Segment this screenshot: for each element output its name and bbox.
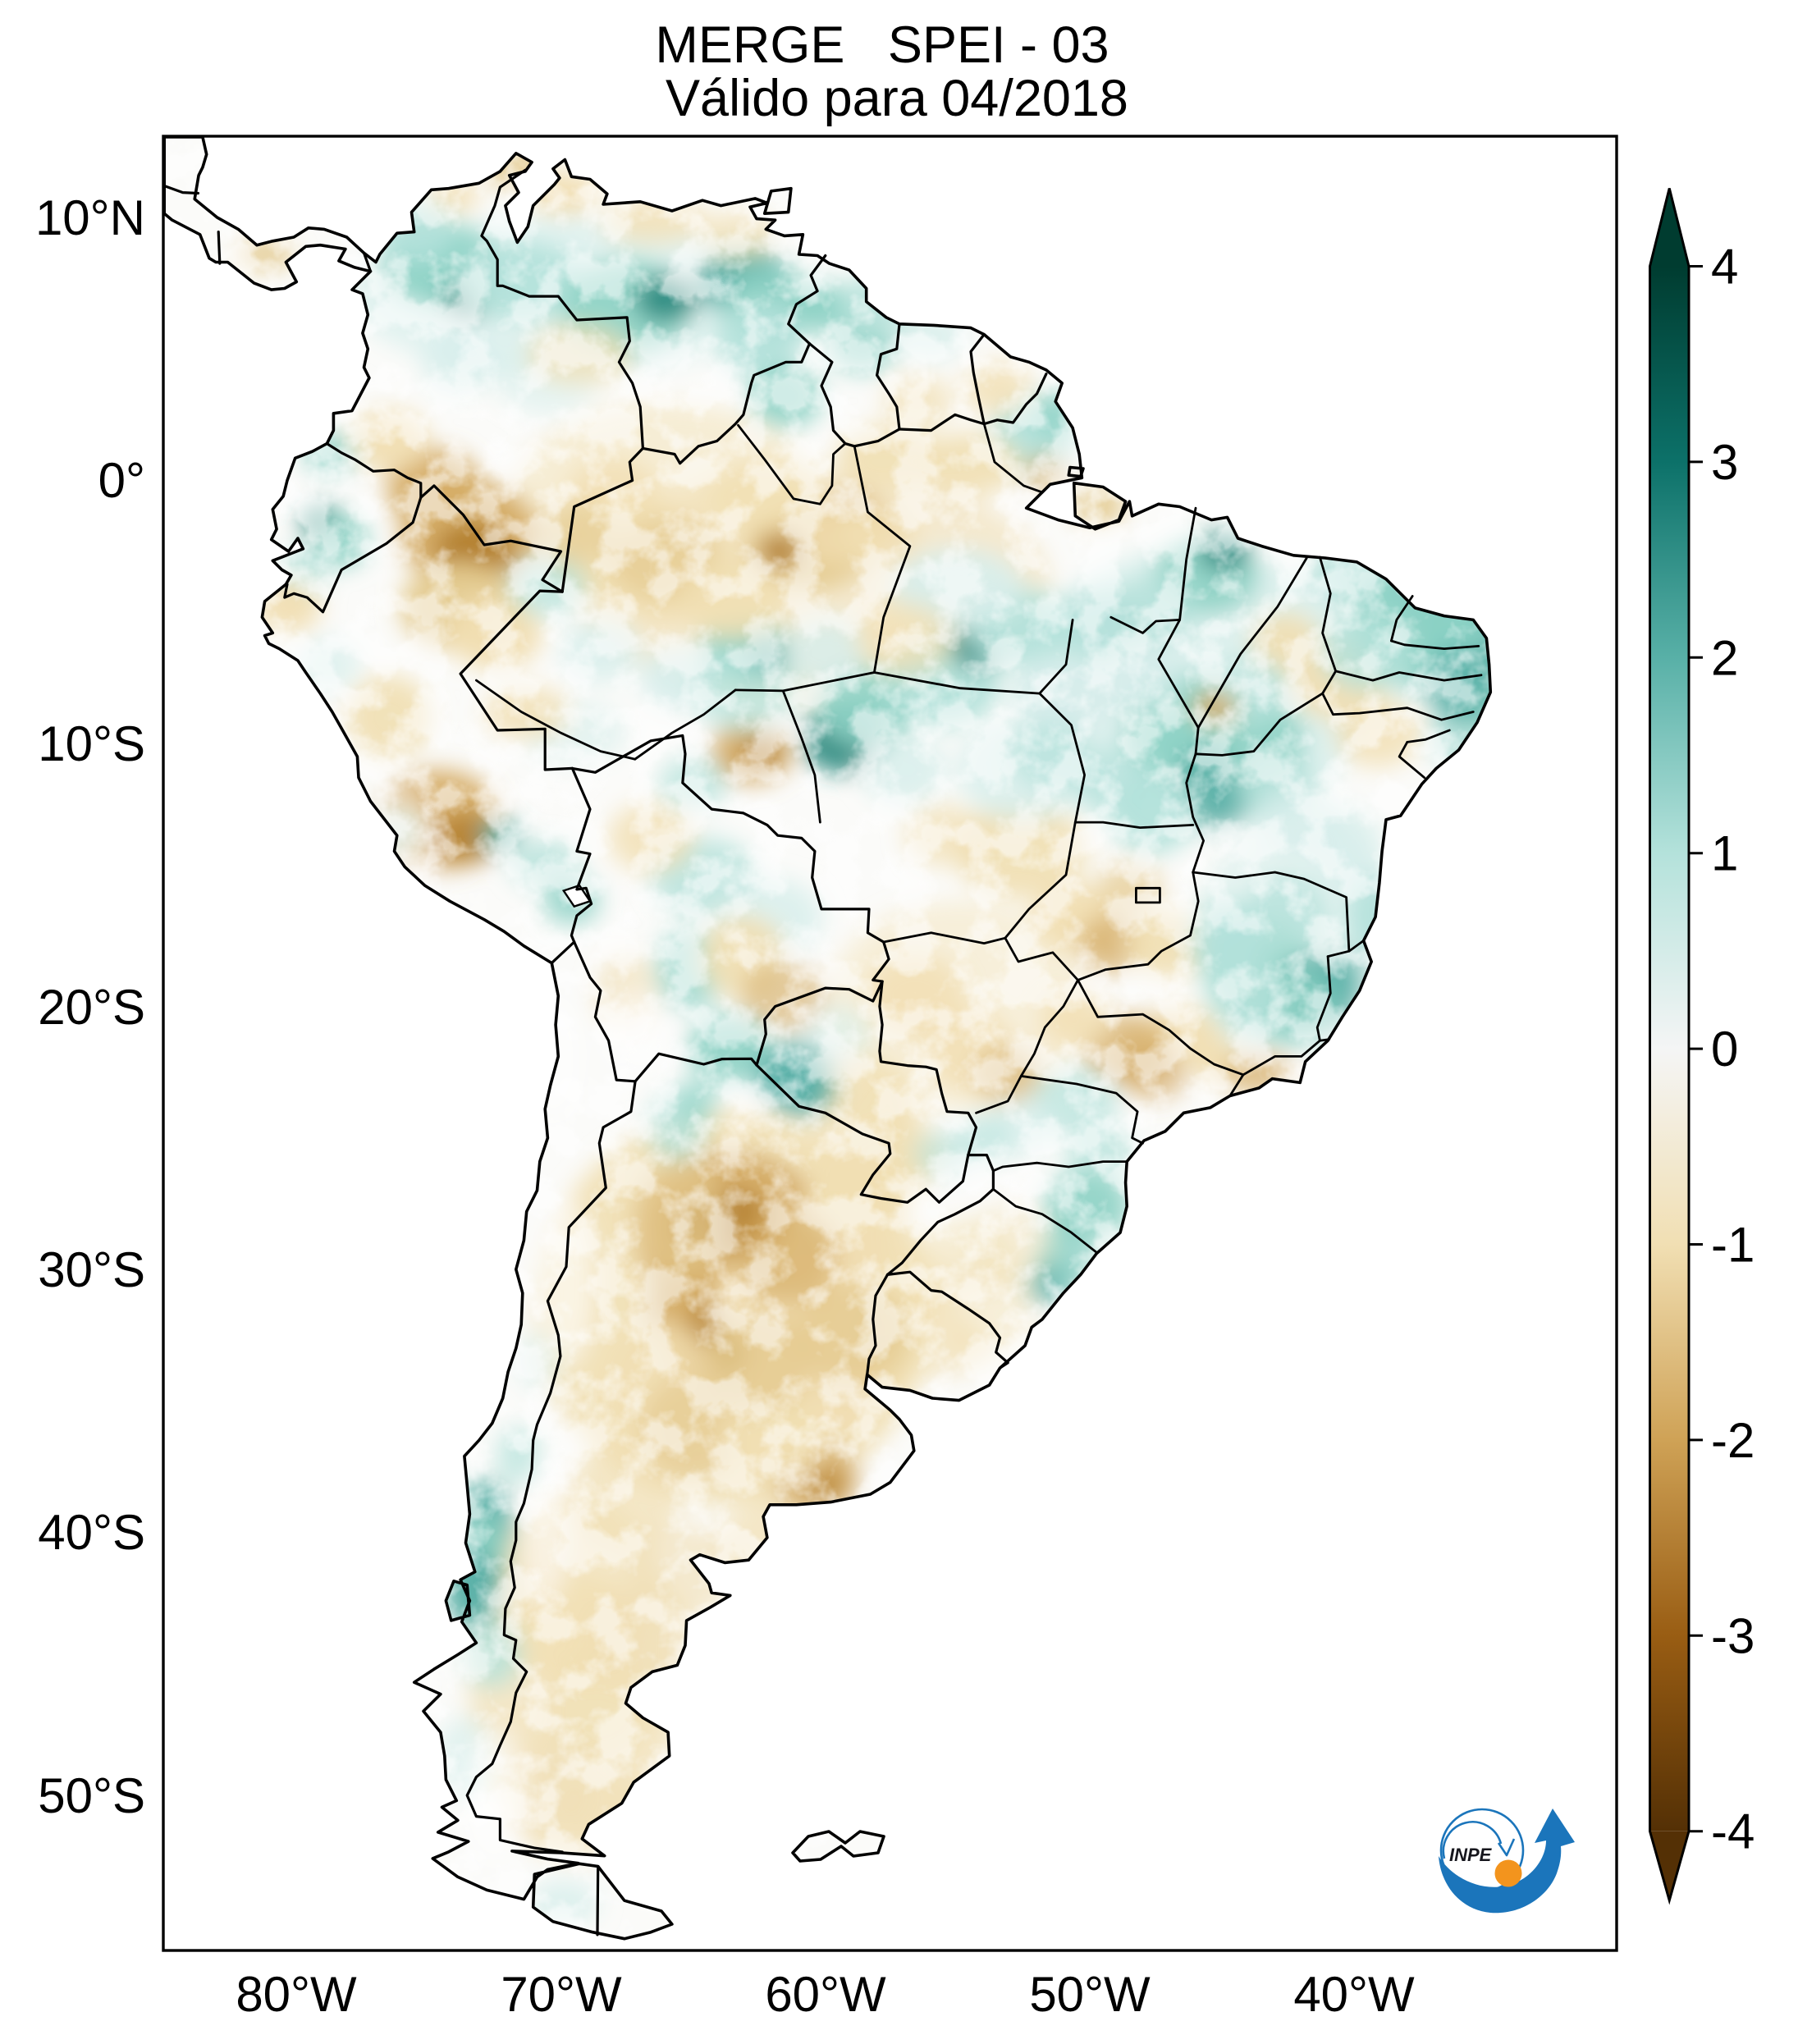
svg-text:1: 1 bbox=[1711, 826, 1738, 881]
svg-text:10°S: 10°S bbox=[38, 716, 145, 771]
svg-text:40°S: 40°S bbox=[38, 1505, 145, 1560]
svg-text:70°W: 70°W bbox=[501, 1967, 622, 2022]
svg-text:50°W: 50°W bbox=[1029, 1967, 1151, 2022]
svg-text:60°W: 60°W bbox=[765, 1967, 886, 2022]
svg-text:Válido para 04/2018: Válido para 04/2018 bbox=[666, 70, 1128, 127]
svg-text:0: 0 bbox=[1711, 1022, 1738, 1077]
svg-text:0°: 0° bbox=[98, 453, 145, 508]
svg-text:-3: -3 bbox=[1711, 1608, 1755, 1663]
svg-text:2: 2 bbox=[1711, 630, 1738, 685]
svg-text:80°W: 80°W bbox=[236, 1967, 357, 2022]
svg-text:3: 3 bbox=[1711, 435, 1738, 490]
svg-text:-2: -2 bbox=[1711, 1413, 1755, 1468]
svg-text:MERGE SPEI - 03: MERGE SPEI - 03 bbox=[655, 16, 1109, 74]
svg-text:10°N: 10°N bbox=[35, 190, 145, 245]
svg-text:-4: -4 bbox=[1711, 1804, 1755, 1859]
svg-text:40°W: 40°W bbox=[1293, 1967, 1415, 2022]
svg-text:4: 4 bbox=[1711, 240, 1738, 295]
svg-text:-1: -1 bbox=[1711, 1218, 1755, 1273]
svg-text:30°S: 30°S bbox=[38, 1242, 145, 1297]
svg-text:50°S: 50°S bbox=[38, 1768, 145, 1823]
svg-text:20°S: 20°S bbox=[38, 980, 145, 1035]
svg-text:INPE: INPE bbox=[1449, 1845, 1493, 1865]
